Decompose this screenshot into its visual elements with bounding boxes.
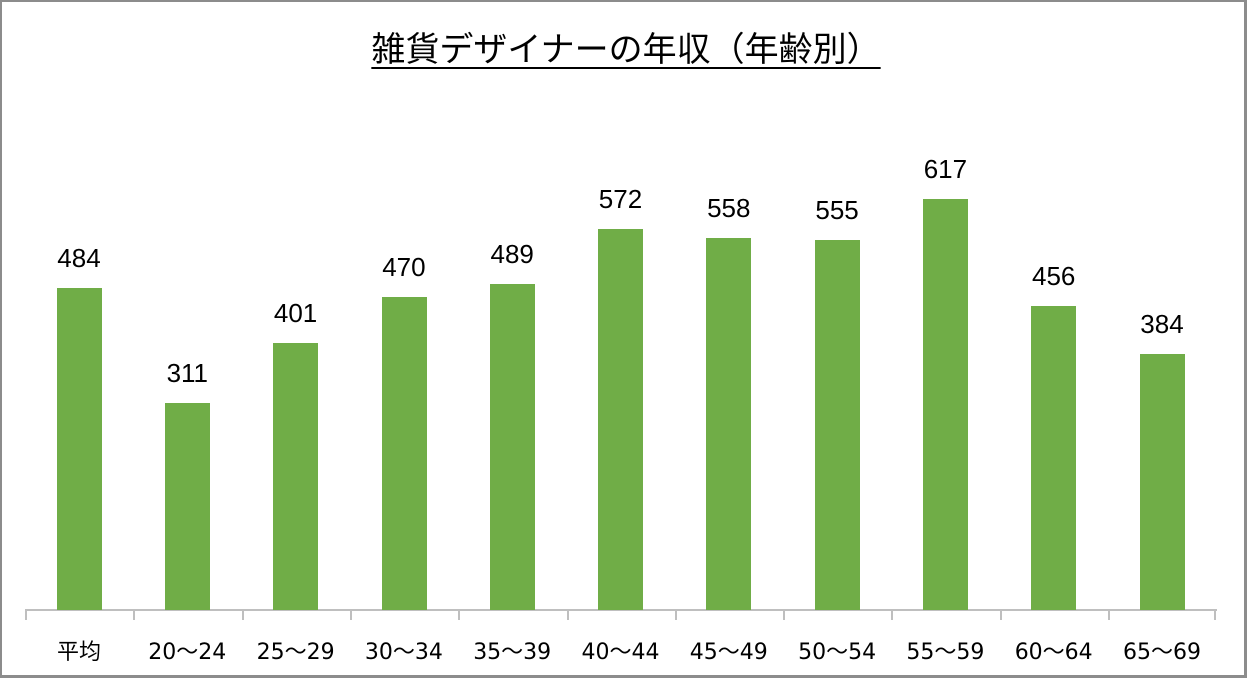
x-axis-tick bbox=[458, 609, 461, 620]
bar bbox=[273, 342, 319, 610]
x-axis-tick bbox=[133, 609, 136, 620]
category-label: 30〜34 bbox=[364, 640, 443, 665]
data-label: 484 bbox=[57, 242, 101, 273]
x-axis-tick bbox=[1108, 609, 1110, 620]
category-label: 40〜44 bbox=[581, 640, 660, 665]
data-label: 489 bbox=[490, 239, 534, 270]
x-axis-tick bbox=[349, 609, 352, 620]
data-label: 456 bbox=[1031, 261, 1076, 292]
bar bbox=[598, 229, 644, 610]
x-axis-tick bbox=[25, 609, 27, 620]
category-label: 45〜49 bbox=[689, 640, 768, 665]
bar bbox=[381, 296, 427, 610]
x-axis-tick bbox=[241, 609, 244, 620]
bar bbox=[56, 287, 102, 610]
data-label: 384 bbox=[1140, 309, 1184, 340]
x-axis-tick bbox=[566, 609, 569, 620]
bar bbox=[706, 238, 752, 610]
data-label: 311 bbox=[166, 357, 209, 388]
x-axis-line bbox=[25, 609, 1217, 611]
x-axis-tick bbox=[1214, 609, 1217, 620]
bar bbox=[1031, 306, 1077, 610]
category-label: 55〜59 bbox=[906, 640, 985, 665]
data-label: 401 bbox=[273, 297, 318, 328]
category-label: 60〜64 bbox=[1014, 640, 1093, 665]
bar bbox=[489, 284, 535, 610]
bar bbox=[923, 199, 969, 610]
bar bbox=[164, 402, 210, 610]
category-label: 65〜69 bbox=[1123, 640, 1201, 665]
data-label: 555 bbox=[815, 195, 859, 226]
category-label: 20〜24 bbox=[148, 640, 227, 665]
x-axis-tick bbox=[891, 609, 894, 620]
bar bbox=[814, 240, 860, 610]
data-label: 617 bbox=[923, 154, 968, 185]
data-label: 572 bbox=[598, 184, 643, 215]
category-label: 25〜29 bbox=[256, 640, 335, 665]
chart-title: 雑貨デザイナーの年収（年齢別） bbox=[371, 30, 881, 70]
x-axis-tick bbox=[783, 609, 786, 620]
bar bbox=[1139, 354, 1185, 610]
data-label: 558 bbox=[707, 193, 751, 224]
data-label: 470 bbox=[382, 251, 426, 282]
category-label: 平均 bbox=[56, 640, 101, 665]
x-axis-tick bbox=[999, 609, 1002, 620]
x-axis-tick bbox=[674, 609, 677, 620]
category-label: 35〜39 bbox=[473, 640, 552, 665]
category-label: 50〜54 bbox=[798, 640, 877, 665]
